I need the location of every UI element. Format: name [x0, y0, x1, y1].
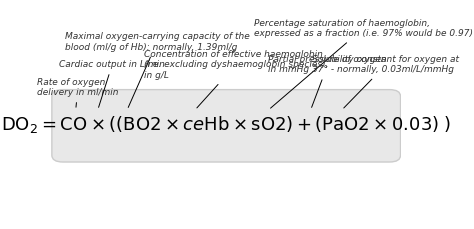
Text: Concentration of effective haemoglobin
(i.e. excluding dyshaemoglobin species),
: Concentration of effective haemoglobin (… [144, 50, 328, 108]
Text: Maximal oxygen-carrying capacity of the
blood (ml/g of Hb): normally, 1.39ml/g: Maximal oxygen-carrying capacity of the … [65, 33, 249, 107]
Text: Solubility constant for oxygen at
37° - normally, 0.03ml/L/mmHg: Solubility constant for oxygen at 37° - … [312, 55, 459, 108]
Text: Percentage saturation of haemoglobin,
expressed as a fraction (i.e. 97% would be: Percentage saturation of haemoglobin, ex… [254, 19, 473, 108]
FancyBboxPatch shape [52, 90, 401, 162]
Text: $\mathrm{DO_2 = CO \times ((BO2 \times }$$\mathit{ce}$$\mathrm{Hb \times sO2) + : $\mathrm{DO_2 = CO \times ((BO2 \times }… [1, 114, 451, 135]
Text: Cardiac output in L/min: Cardiac output in L/min [59, 60, 165, 107]
Text: Rate of oxygen
delivery in ml/min: Rate of oxygen delivery in ml/min [37, 78, 118, 107]
Text: Partial pressure of oxygen
in mmHg: Partial pressure of oxygen in mmHg [268, 55, 387, 107]
